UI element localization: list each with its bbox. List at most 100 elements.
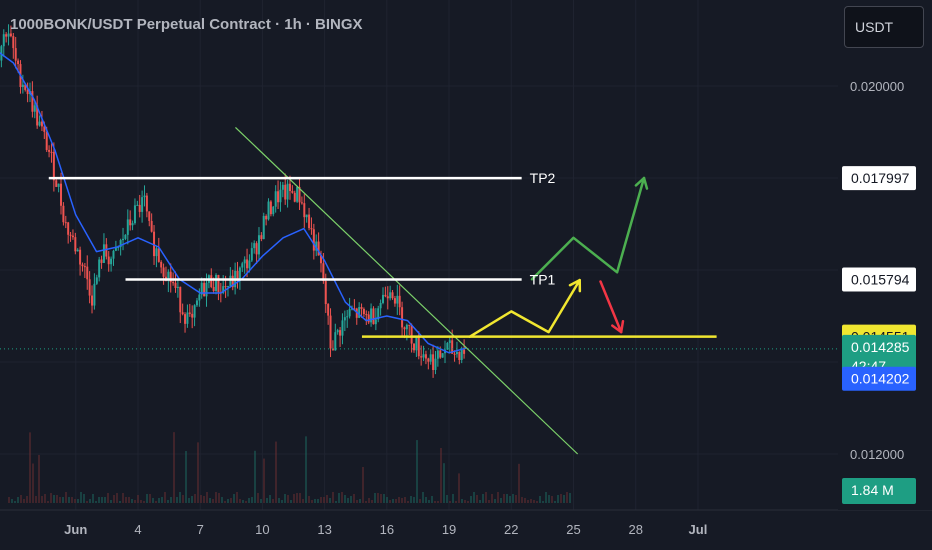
candle-body [432,354,435,370]
candle-body [136,204,139,206]
volume-bar [398,497,400,503]
candle-body [315,241,318,251]
candle-body [114,247,117,251]
candle-body [367,314,370,323]
volume-bar [179,492,181,503]
candle-body [160,261,163,268]
candle-body [181,312,184,315]
candle-body [310,228,313,230]
candle-body [272,206,275,215]
candle-body [38,121,41,126]
candle-body [162,267,165,277]
candle-body [43,126,46,132]
candle-body [193,305,196,318]
volume-bar [29,432,31,503]
volume-bar [569,493,571,503]
volume-bar [287,495,289,503]
candle-body [126,219,129,235]
candle-body [133,205,136,224]
candle-body [157,248,160,262]
volume-bar [263,458,265,503]
volume-label-box-text-0: 1.84 M [851,482,894,498]
volume-bar [203,496,205,503]
candle-body [248,260,251,269]
candle-body [91,295,94,306]
candle-body [281,184,284,190]
candle-body [293,192,296,202]
volume-bar [176,497,178,503]
volume-bar [218,493,220,503]
volume-bar [380,494,382,503]
volume-bar [239,499,241,503]
candle-body [148,211,151,221]
candle-body [463,349,466,354]
volume-bar [167,500,169,503]
volume-bar [122,493,124,503]
volume-bar [440,447,442,503]
volume-bar [314,499,316,503]
volume-bar [338,493,340,503]
candle-body [98,259,101,278]
volume-bar [470,496,472,503]
volume-bar [419,499,421,503]
candle-body [224,286,227,288]
candle-body [172,282,175,284]
volume-bar [485,492,487,503]
candle-body [312,229,315,251]
candle-body [191,313,194,318]
volume-bar [20,495,22,503]
volume-bar [143,501,145,503]
candle-body [7,33,10,37]
volume-bar [323,497,325,503]
level-box-tp2: 0.017997 [842,166,916,191]
chart-title: 1000BONK/USDT Perpetual Contract · 1h · … [10,16,363,33]
candle-body [427,358,430,362]
candle-body [439,350,442,358]
volume-bar [545,492,547,503]
candle-body [169,271,172,283]
volume-bar [476,495,478,503]
candle-body [429,354,432,362]
volume-bar [140,500,142,503]
candle-body [212,286,215,292]
volume-bar [299,493,301,503]
volume-bar [512,494,514,503]
level-box-tp2-bg [842,166,916,191]
volume-bar [368,498,370,503]
volume-bar [146,494,148,503]
candle-body [329,315,332,349]
volume-bar [221,497,223,503]
candle-body [5,34,8,37]
volume-bar [296,493,298,503]
volume-bar [374,493,376,503]
volume-bar [449,501,451,503]
volume-bar [422,492,424,503]
volume-bar [452,494,454,503]
volume-bar [224,501,226,503]
currency-button[interactable]: USDT [844,6,924,48]
candle-body [60,183,63,206]
volume-bar [335,501,337,503]
candle-body [141,197,144,212]
volume-bar [461,499,463,503]
volume-bar [392,499,394,503]
bid-price-box-bg [842,366,916,391]
candle-body [69,234,72,236]
candle-body [64,222,67,224]
volume-bar [110,500,112,503]
candle-body [401,307,404,328]
candle-body [317,241,320,256]
candle-body [324,281,327,305]
candle-body [372,308,375,325]
volume-bar [101,497,103,503]
candle-body [55,180,58,187]
volume-bar [311,500,313,503]
volume-bar [350,496,352,503]
volume-bar [305,436,307,503]
volume-bar [47,501,49,503]
volume-bar [413,497,415,503]
volume-bar [308,496,310,503]
volume-bar [467,501,469,503]
volume-bar [32,463,34,503]
